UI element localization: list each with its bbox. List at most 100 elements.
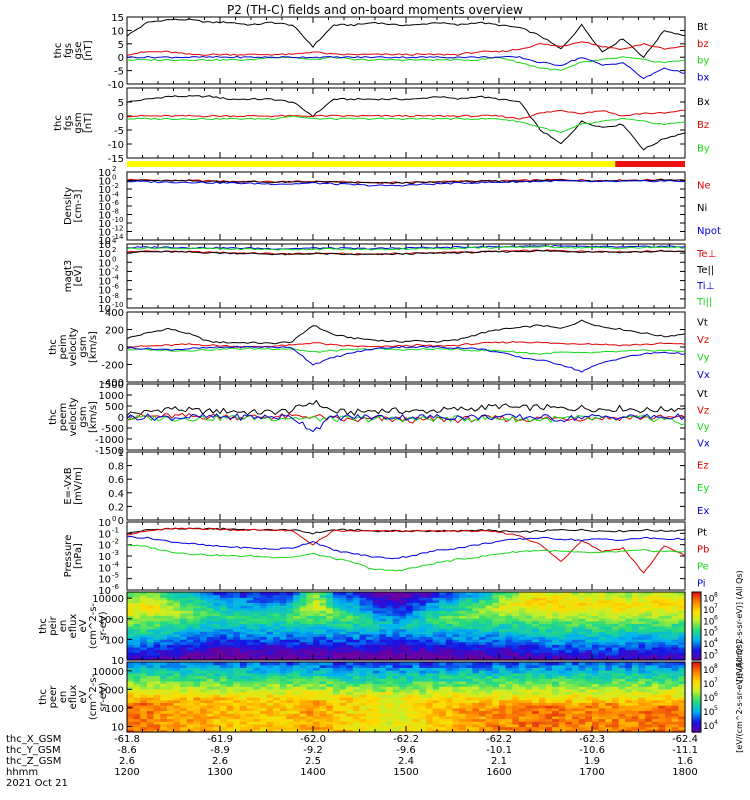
peir_spectrogram-cell bbox=[392, 623, 400, 627]
peer_spectrogram-cell bbox=[346, 675, 354, 679]
peer_spectrogram-cell bbox=[166, 670, 175, 674]
peer_spectrogram-cell bbox=[465, 710, 473, 714]
peir_spectrogram-cell bbox=[472, 633, 480, 637]
peir_spectrogram-cell bbox=[645, 628, 653, 632]
peir_spectrogram-cell bbox=[412, 618, 420, 622]
peir_spectrogram-cell bbox=[140, 597, 148, 601]
peir_spectrogram-cell bbox=[638, 615, 646, 619]
peir_spectrogram-cell bbox=[538, 597, 547, 601]
peer_spectrogram-cell bbox=[306, 718, 314, 722]
peer_spectrogram-cell bbox=[412, 710, 420, 714]
peer_spectrogram-cell bbox=[220, 721, 228, 725]
peir_spectrogram-cell bbox=[465, 639, 473, 643]
peir_spectrogram-cell bbox=[565, 618, 573, 622]
peir_spectrogram-cell bbox=[578, 592, 586, 596]
peir_spectrogram-cell bbox=[246, 641, 254, 645]
peir_spectrogram-cell bbox=[366, 612, 374, 617]
peir_spectrogram-cell bbox=[645, 654, 653, 658]
peir_spectrogram-cell bbox=[332, 620, 341, 624]
temperature-series-Te|| bbox=[127, 249, 685, 256]
peir_spectrogram-cell bbox=[525, 626, 533, 630]
peir_spectrogram-cell bbox=[259, 644, 268, 648]
peir_spectrogram-cell bbox=[578, 646, 586, 651]
peer_spectrogram-cell bbox=[578, 667, 586, 671]
peer_spectrogram-cell bbox=[266, 686, 274, 690]
peer_spectrogram-cell bbox=[133, 694, 141, 698]
peir_spectrogram-cell bbox=[246, 605, 254, 609]
peer_spectrogram-cell bbox=[306, 686, 314, 690]
peer_spectrogram-cell bbox=[160, 662, 168, 666]
peer_spectrogram-cell bbox=[153, 697, 161, 701]
peer_spectrogram-cell bbox=[193, 710, 201, 714]
peir_spectrogram-cell bbox=[352, 620, 361, 624]
peir_spectrogram-cell bbox=[578, 633, 586, 637]
peer_spectrogram-cell bbox=[499, 721, 507, 725]
peir_spectrogram-cell bbox=[605, 649, 613, 653]
peir_spectrogram-cell bbox=[392, 599, 400, 603]
peir_spectrogram-cell bbox=[598, 618, 606, 622]
peir_spectrogram-cell bbox=[518, 623, 527, 627]
peir_spectrogram-cell bbox=[625, 599, 633, 603]
peer_spectrogram-cell bbox=[392, 688, 400, 693]
peir_spectrogram-cell bbox=[505, 633, 513, 637]
peer_spectrogram-cell bbox=[425, 699, 434, 703]
peir_spectrogram-cell bbox=[518, 628, 527, 632]
peer_spectrogram-cell bbox=[558, 662, 566, 666]
peir_spectrogram-cell bbox=[140, 623, 148, 627]
peer_spectrogram-cell bbox=[499, 675, 507, 679]
peer_spectrogram-cell bbox=[392, 672, 400, 677]
peir_spectrogram-cell bbox=[253, 620, 261, 624]
peir_spectrogram-cell bbox=[253, 646, 261, 651]
peir_spectrogram-cell bbox=[286, 610, 294, 614]
peir_spectrogram-colorbar-swatch bbox=[692, 595, 701, 598]
peir_spectrogram-cell bbox=[592, 649, 600, 653]
peer_spectrogram-cell bbox=[485, 707, 493, 712]
peir_spectrogram-cell bbox=[598, 592, 606, 596]
peir_spectrogram-cell bbox=[293, 646, 301, 651]
peir_spectrogram-cell bbox=[532, 644, 540, 648]
peir_spectrogram-cell bbox=[319, 607, 327, 611]
peir_spectrogram-cell bbox=[279, 644, 287, 648]
peer_spectrogram-cell bbox=[419, 699, 427, 703]
peer_spectrogram-cell bbox=[578, 713, 586, 717]
peir_spectrogram-cell bbox=[266, 646, 274, 651]
peer_spectrogram-cell bbox=[372, 710, 380, 714]
peir_spectrogram-cell bbox=[313, 607, 321, 611]
peer_spectrogram-cell bbox=[286, 702, 294, 706]
peer_spectrogram-cell bbox=[193, 680, 201, 685]
peer_spectrogram-cell bbox=[352, 680, 361, 685]
peir_spectrogram-cell bbox=[206, 652, 214, 656]
peir_spectrogram-cell bbox=[372, 599, 380, 603]
peer_spectrogram-cell bbox=[273, 691, 281, 695]
peer_spectrogram-cell bbox=[286, 662, 294, 666]
peer_spectrogram-cell bbox=[379, 707, 387, 712]
peir_spectrogram-cell bbox=[166, 639, 175, 643]
peir_spectrogram-cell bbox=[658, 620, 666, 624]
peer_spectrogram-cell bbox=[339, 662, 347, 666]
peir_spectrogram-cell bbox=[565, 623, 573, 627]
peir_spectrogram-cell bbox=[465, 654, 473, 658]
peer_spectrogram-cell bbox=[140, 680, 148, 685]
peer_spectrogram-cell bbox=[538, 686, 547, 690]
peer_spectrogram-cell bbox=[425, 672, 434, 677]
peir_spectrogram-cell bbox=[499, 602, 507, 606]
peir_spectrogram-cell bbox=[625, 620, 633, 624]
peir_spectrogram-cell bbox=[638, 649, 646, 653]
peir_spectrogram-cell bbox=[432, 599, 440, 603]
peir_spectrogram-cell bbox=[359, 623, 367, 627]
peer_spectrogram-cell bbox=[518, 664, 527, 668]
efield-ytick-label: 0.8 bbox=[108, 462, 124, 473]
peer_spectrogram-cell bbox=[572, 680, 580, 685]
peer_spectrogram-cell bbox=[299, 688, 307, 693]
peir_spectrogram-cell bbox=[671, 641, 679, 645]
peer_spectrogram-cell bbox=[279, 672, 287, 677]
peer_spectrogram-cell bbox=[332, 694, 341, 698]
peir_spectrogram-cell bbox=[146, 631, 155, 635]
peir_spectrogram-cell bbox=[439, 626, 447, 630]
peir_spectrogram-cell bbox=[592, 599, 600, 603]
peer_spectrogram-cell bbox=[193, 691, 201, 695]
peir_spectrogram-cell bbox=[485, 649, 493, 653]
peer_spectrogram-cell bbox=[339, 726, 347, 730]
peir_spectrogram-cell bbox=[618, 612, 626, 617]
peer_spectrogram-cell bbox=[293, 678, 301, 682]
